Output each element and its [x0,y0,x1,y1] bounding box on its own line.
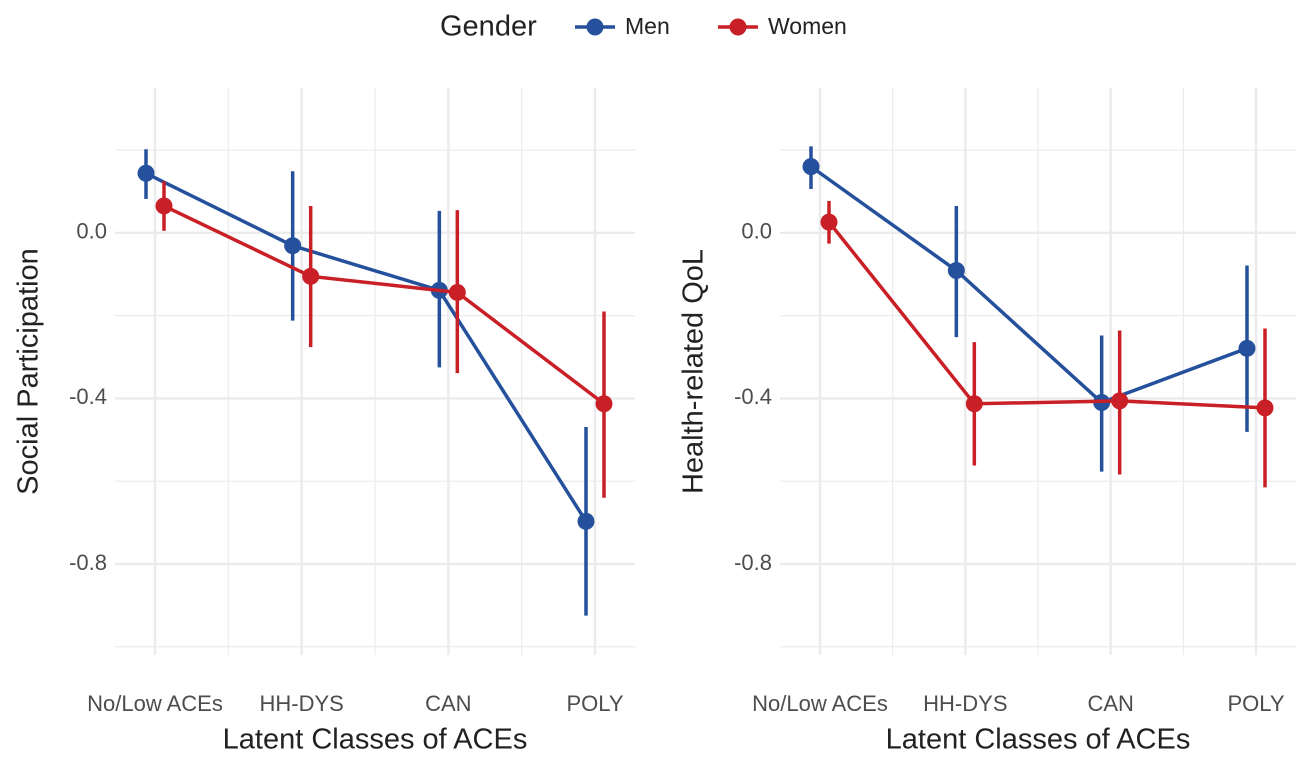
x-tick-label: CAN [1087,691,1133,716]
legend-label: Men [625,13,670,39]
series-line [827,220,1266,410]
y-tick-label: -0.4 [69,384,107,409]
point [595,395,613,413]
series-line [145,171,588,523]
y-tick-label: 0.0 [76,219,107,244]
legend-swatch-point [729,18,747,36]
point [448,283,466,301]
legend-label: Women [768,13,847,39]
point [1111,392,1129,410]
x-tick-label: HH-DYS [923,691,1007,716]
point [1256,399,1274,417]
point [802,158,820,176]
x-axis-title: Latent Classes of ACEs [886,724,1191,756]
point [577,512,595,530]
x-tick-label: No/Low ACEs [752,691,888,716]
y-tick-label: -0.4 [734,384,772,409]
series-line [809,165,1248,405]
point [302,267,320,285]
x-axis-title: Latent Classes of ACEs [223,724,528,756]
point [155,197,173,215]
y-tick-label: -0.8 [734,550,772,575]
y-axis-title: Health-related QoL [678,249,710,494]
legend-swatch-point [586,18,604,36]
x-tick-label: No/Low ACEs [87,691,223,716]
y-axis-title: Social Participation [13,248,45,495]
point [965,395,983,413]
point [1238,339,1256,357]
x-tick-label: HH-DYS [259,691,343,716]
point [820,213,838,231]
point [137,164,155,182]
x-tick-label: CAN [425,691,471,716]
point [947,262,965,280]
y-tick-label: -0.8 [69,550,107,575]
x-tick-label: POLY [566,691,623,716]
x-tick-label: POLY [1227,691,1284,716]
legend-title: Gender [440,11,537,43]
series-line [163,204,606,406]
point [284,237,302,255]
y-tick-label: 0.0 [741,219,772,244]
